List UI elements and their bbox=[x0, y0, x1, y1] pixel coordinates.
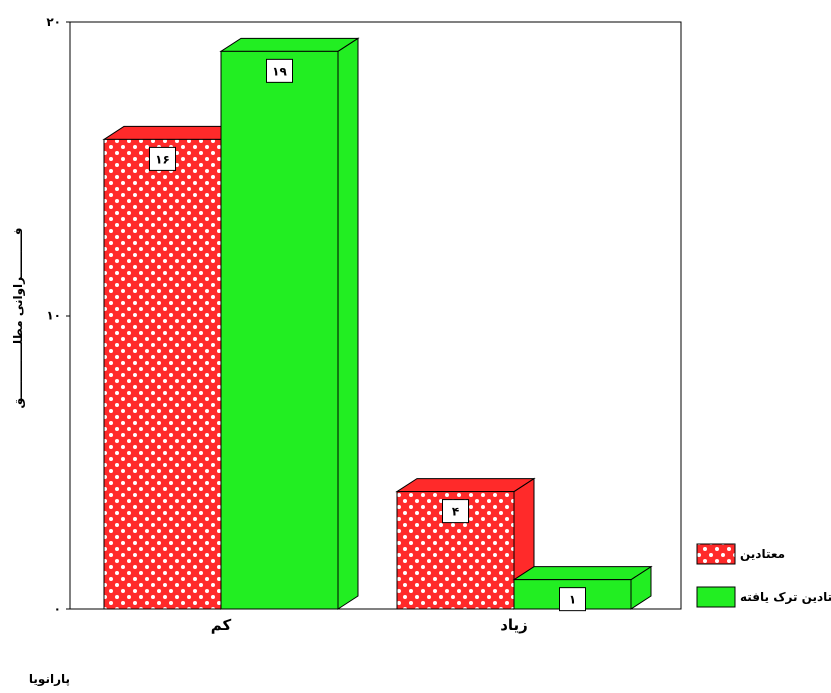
bar-front bbox=[103, 138, 222, 610]
legend-swatch-addicts bbox=[696, 543, 736, 565]
value-label: ۴ bbox=[452, 505, 459, 519]
bar-top bbox=[102, 125, 243, 140]
value-label: ۱ bbox=[569, 593, 576, 607]
y-tick-label: ۱۰ bbox=[46, 309, 61, 323]
legend-swatch-recovered bbox=[696, 586, 736, 608]
bar-recovered-0: ۱۹ bbox=[219, 37, 360, 610]
value-label: ۱۹ bbox=[272, 64, 287, 78]
y-tick-label: ۲۰ bbox=[46, 15, 61, 29]
x-category-label: زیاد bbox=[500, 616, 528, 634]
bar-addicts-0: ۱۶ bbox=[102, 125, 243, 610]
bar-addicts-1: ۴ bbox=[395, 477, 536, 610]
legend: معتادین معتادین ترک یافته bbox=[696, 543, 831, 608]
bar-recovered-1: ۱ bbox=[512, 565, 653, 612]
y-tick-label: ۰ bbox=[54, 602, 61, 616]
value-label-box bbox=[559, 587, 586, 612]
bar-top bbox=[395, 478, 536, 493]
legend-label-addicts: معتادین bbox=[740, 547, 785, 561]
bars: ۱۶ ۱۹ ۴ ۱ bbox=[102, 37, 653, 612]
value-label-box bbox=[266, 58, 293, 83]
value-label-box bbox=[149, 146, 176, 171]
value-label: ۱۶ bbox=[155, 152, 170, 166]
y-axis-ticks: ۰ ۱۰ ۲۰ bbox=[46, 15, 61, 616]
bar-top bbox=[512, 566, 653, 581]
legend-label-recovered: معتادین ترک یافته bbox=[740, 590, 831, 604]
bar-side bbox=[337, 37, 359, 610]
x-axis-title: پارانویا bbox=[29, 672, 70, 687]
bar-top bbox=[219, 37, 360, 52]
value-label-box bbox=[442, 499, 469, 524]
y-axis-title: فــــــــــراوانی مطلـــــــــــــق bbox=[11, 227, 26, 408]
x-axis-categories: کم زیاد bbox=[211, 616, 528, 634]
x-category-label: کم bbox=[211, 616, 232, 634]
bar-front bbox=[220, 50, 339, 610]
